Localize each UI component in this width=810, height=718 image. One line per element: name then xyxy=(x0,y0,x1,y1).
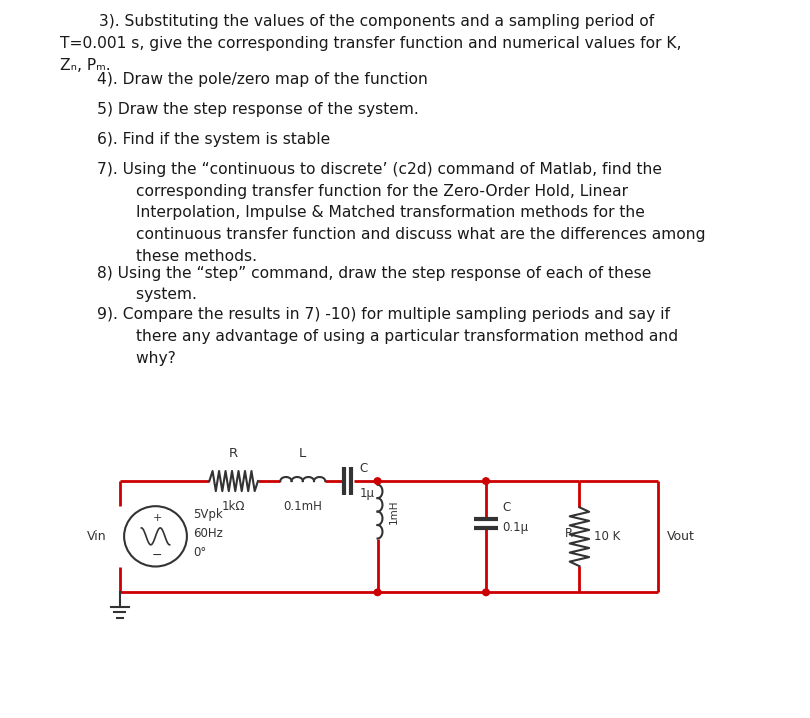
Text: 9). Compare the results in 7) -10) for multiple sampling periods and say if
    : 9). Compare the results in 7) -10) for m… xyxy=(97,307,678,365)
Text: C: C xyxy=(360,462,368,475)
Text: 0.1μ: 0.1μ xyxy=(502,521,529,534)
Text: L: L xyxy=(299,447,306,460)
Text: 4). Draw the pole/zero map of the function: 4). Draw the pole/zero map of the functi… xyxy=(97,72,428,87)
Circle shape xyxy=(374,589,381,596)
Text: 1μ: 1μ xyxy=(360,488,374,500)
Text: 0.1mH: 0.1mH xyxy=(284,500,322,513)
Text: Vout: Vout xyxy=(667,530,695,544)
Text: +: + xyxy=(152,513,162,523)
Text: 7). Using the “continuous to discrete’ (c2d) command of Matlab, find the
       : 7). Using the “continuous to discrete’ (… xyxy=(97,162,706,264)
Circle shape xyxy=(483,589,489,596)
Text: R: R xyxy=(229,447,238,460)
Text: Vin: Vin xyxy=(87,530,106,543)
Text: 6). Find if the system is stable: 6). Find if the system is stable xyxy=(97,132,330,147)
Circle shape xyxy=(374,478,381,484)
Text: 5) Draw the step response of the system.: 5) Draw the step response of the system. xyxy=(97,102,419,117)
Text: −: − xyxy=(151,549,162,561)
Text: 60Hz: 60Hz xyxy=(193,527,223,540)
Text: 8) Using the “step” command, draw the step response of each of these
        sys: 8) Using the “step” command, draw the st… xyxy=(97,266,651,302)
Text: 10 K: 10 K xyxy=(595,530,620,544)
Text: 1kΩ: 1kΩ xyxy=(222,500,245,513)
Text: R: R xyxy=(565,526,573,540)
Text: 3). Substituting the values of the components and a sampling period of
T=0.001 s: 3). Substituting the values of the compo… xyxy=(60,14,681,73)
Text: C: C xyxy=(502,501,510,515)
Circle shape xyxy=(483,478,489,484)
Text: 0°: 0° xyxy=(193,546,206,559)
Text: 1mH: 1mH xyxy=(389,499,399,524)
Text: 5Vpk: 5Vpk xyxy=(193,508,223,521)
